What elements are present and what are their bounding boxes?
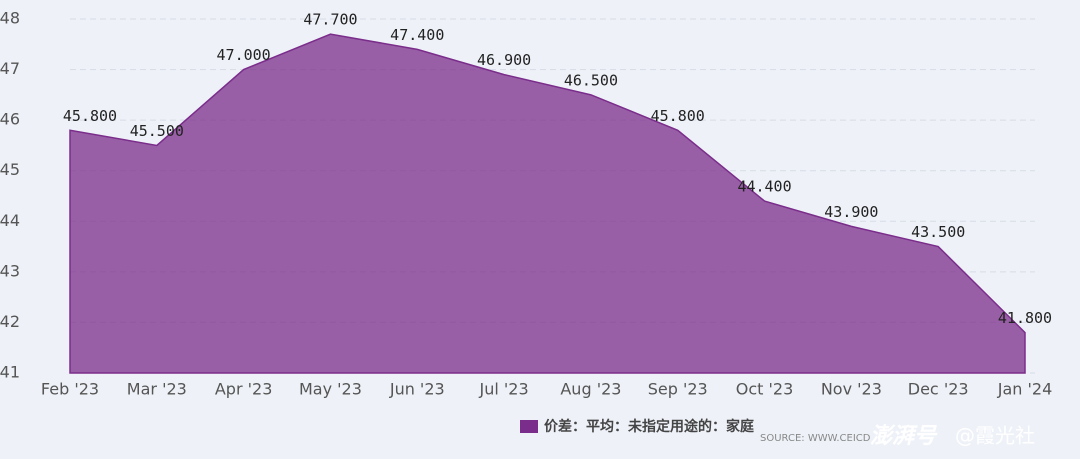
x-tick-label: Apr '23 (215, 380, 273, 399)
value-label: 44.400 (737, 178, 791, 196)
value-label: 47.400 (390, 26, 444, 44)
x-tick-label: Jun '23 (389, 380, 445, 399)
x-tick-label: Nov '23 (821, 380, 882, 399)
y-tick-label: 43 (0, 261, 20, 280)
watermark-account: @霞光社 (955, 424, 1035, 448)
source: SOURCE: WWW.CEICD (760, 433, 871, 444)
watermark: 澎湃号 (870, 424, 938, 449)
value-label: 45.500 (130, 122, 184, 140)
value-label: 47.000 (217, 46, 271, 64)
y-tick-label: 46 (0, 110, 20, 129)
legend-swatch (520, 420, 538, 433)
area (69, 33, 1026, 374)
value-label: 46.500 (564, 71, 618, 89)
value-label: 45.800 (63, 107, 117, 125)
value-label: 46.900 (477, 51, 531, 69)
y-tick-label: 48 (0, 9, 20, 28)
x-tick-label: Jan '24 (997, 380, 1053, 399)
y-tick-label: 47 (0, 59, 20, 78)
value-label: 47.700 (303, 11, 357, 29)
y-tick-label: 41 (0, 363, 20, 382)
y-tick-label: 45 (0, 160, 20, 179)
x-tick-label: May '23 (299, 380, 362, 399)
y-tick-label: 44 (0, 211, 20, 230)
legend-label: 价差：平均：未指定用途的：家庭 (544, 418, 755, 435)
x-tick-label: Dec '23 (908, 380, 969, 399)
x-tick-label: Mar '23 (127, 380, 187, 399)
x-tick-label: Oct '23 (736, 380, 794, 399)
x-tick-label: Sep '23 (648, 380, 708, 399)
x-tick-label: Aug '23 (560, 380, 621, 399)
x-tick-label: Jul '23 (479, 380, 529, 399)
value-label: 43.900 (824, 203, 878, 221)
value-label: 43.500 (911, 223, 965, 241)
y-tick-label: 42 (0, 312, 20, 331)
x-tick-label: Feb '23 (41, 380, 99, 399)
value-label: 41.800 (998, 309, 1052, 327)
value-label: 45.800 (651, 107, 705, 125)
